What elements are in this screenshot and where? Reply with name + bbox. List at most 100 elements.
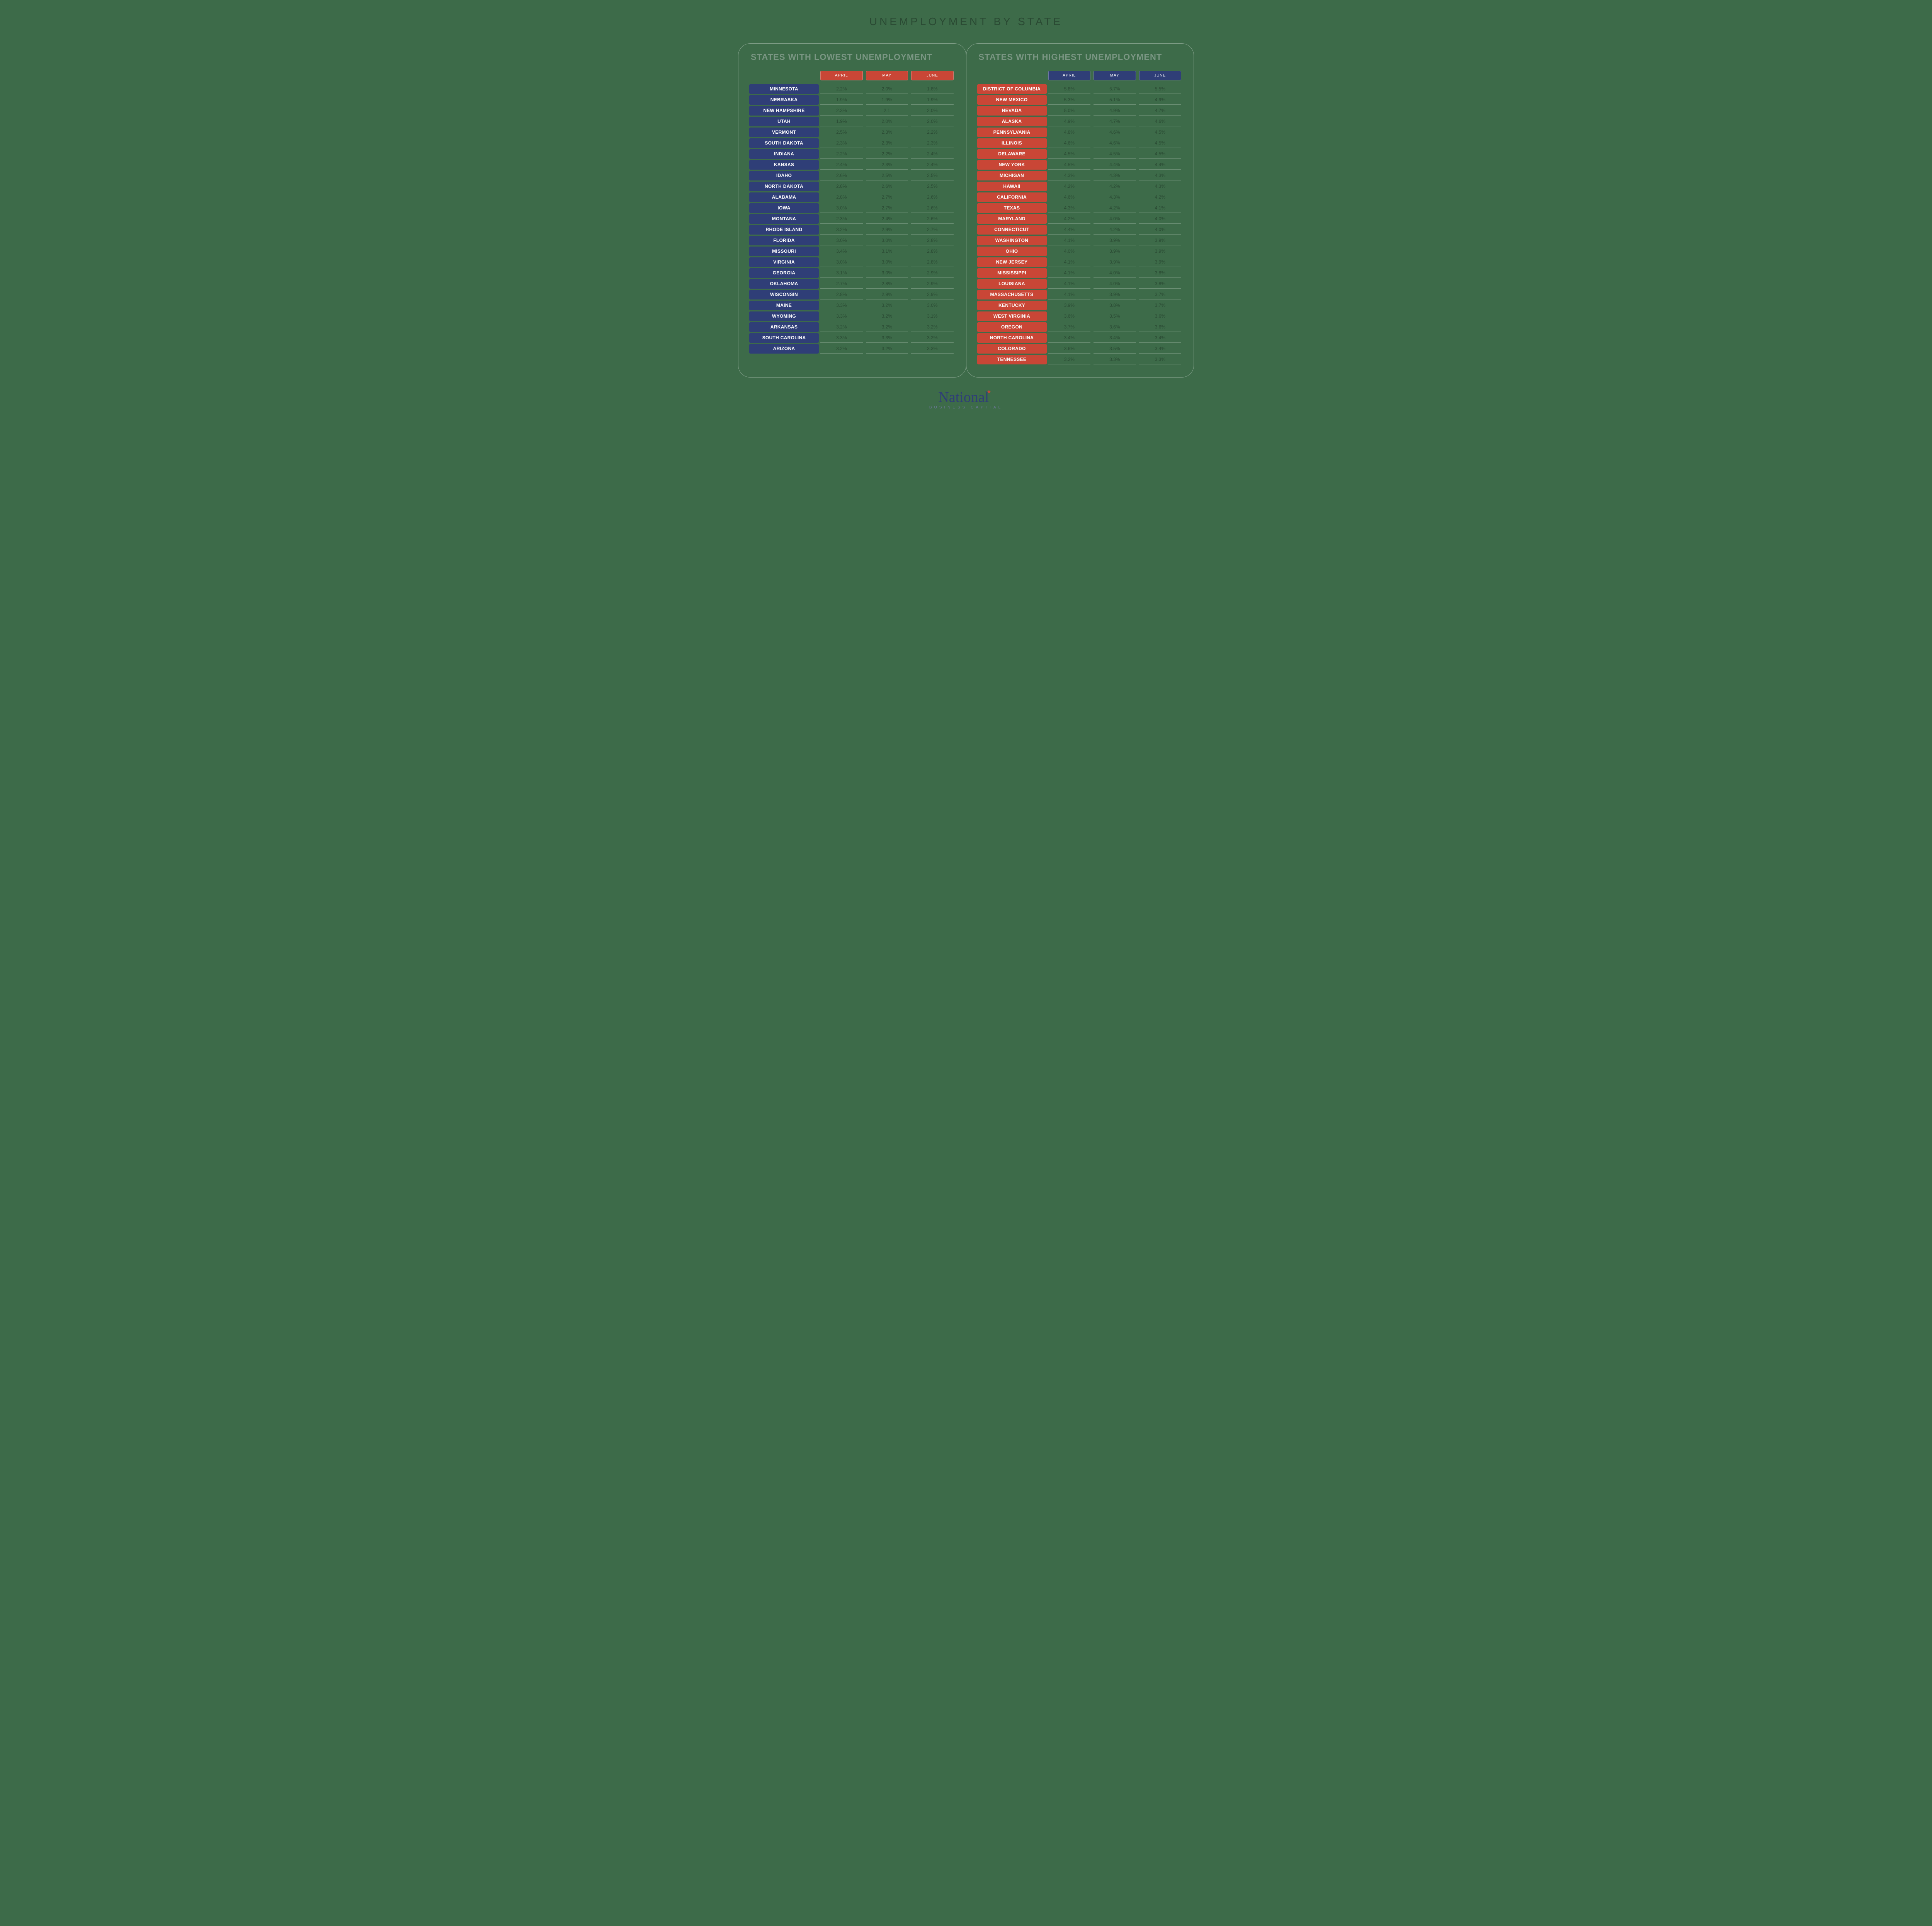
state-cell: COLORADO <box>977 344 1047 354</box>
value-cell: 4.0% <box>1139 214 1182 224</box>
value-cell: 4.6% <box>1048 138 1091 148</box>
value-cell: 5.8% <box>1048 84 1091 94</box>
value-cell: 1.9% <box>820 117 863 126</box>
state-cell: MICHIGAN <box>977 171 1047 180</box>
value-cell: 2.3% <box>820 138 863 148</box>
state-cell: PENNSYLVANIA <box>977 128 1047 137</box>
page-title: UNEMPLOYMENT BY STATE <box>8 15 1924 28</box>
value-cell: 3.2% <box>1048 355 1091 364</box>
value-cell: 4.9% <box>1094 106 1136 116</box>
value-cell: 2.5% <box>911 171 954 180</box>
value-cell: 2.8% <box>820 290 863 299</box>
table-row: ARIZONA3.2%3.2%3.3% <box>749 344 955 354</box>
value-cell: 3.7% <box>1139 290 1182 299</box>
table-row: MICHIGAN4.3%4.3%4.3% <box>977 171 1183 180</box>
value-cell: 2.6% <box>820 171 863 180</box>
table-row: WEST VIRGINIA3.6%3.5%3.6% <box>977 311 1183 321</box>
highest-panel: STATES WITH HIGHEST UNEMPLOYMENT APRIL MA… <box>966 43 1194 378</box>
value-cell: 4.5% <box>1048 160 1091 170</box>
value-cell: 3.2% <box>866 344 908 354</box>
table-row: MAINE3.3%3.2%3.0% <box>749 301 955 310</box>
table-row: VIRGINIA3.0%3.0%2.8% <box>749 257 955 267</box>
table-row: OKLAHOMA2.7%2.8%2.9% <box>749 279 955 289</box>
highest-panel-title: STATES WITH HIGHEST UNEMPLOYMENT <box>977 52 1183 62</box>
value-cell: 4.1% <box>1048 236 1091 245</box>
state-cell: NEVADA <box>977 106 1047 116</box>
value-cell: 4.6% <box>1048 192 1091 202</box>
value-cell: 4.3% <box>1094 192 1136 202</box>
value-cell: 3.2% <box>911 333 954 343</box>
value-cell: 3.6% <box>1048 344 1091 354</box>
value-cell: 2.5% <box>866 171 908 180</box>
value-cell: 3.5% <box>1094 311 1136 321</box>
value-cell: 3.4% <box>1139 333 1182 343</box>
state-cell: KANSAS <box>749 160 819 170</box>
value-cell: 2.8% <box>911 236 954 245</box>
lowest-panel-title: STATES WITH LOWEST UNEMPLOYMENT <box>749 52 955 62</box>
value-cell: 4.3% <box>1139 171 1182 180</box>
table-row: IOWA3.0%2.7%2.6% <box>749 203 955 213</box>
value-cell: 2.9% <box>911 268 954 278</box>
state-cell: VERMONT <box>749 128 819 137</box>
value-cell: 5.5% <box>1139 84 1182 94</box>
value-cell: 3.0% <box>866 236 908 245</box>
value-cell: 2.5% <box>820 128 863 137</box>
value-cell: 2.3% <box>866 160 908 170</box>
value-cell: 3.9% <box>1094 247 1136 256</box>
value-cell: 1.8% <box>911 84 954 94</box>
value-cell: 2.0% <box>866 84 908 94</box>
table-row: VERMONT2.5%2.3%2.2% <box>749 128 955 137</box>
table-row: IDAHO2.6%2.5%2.5% <box>749 171 955 180</box>
state-cell: ILLINOIS <box>977 138 1047 148</box>
value-cell: 2.8% <box>866 279 908 289</box>
panels-container: STATES WITH LOWEST UNEMPLOYMENT APRILMAY… <box>738 43 1194 378</box>
value-cell: 2.5% <box>911 182 954 191</box>
table-row: ALABAMA2.8%2.7%2.6% <box>749 192 955 202</box>
value-cell: 2.3% <box>866 138 908 148</box>
state-cell: OHIO <box>977 247 1047 256</box>
value-cell: 2.9% <box>911 279 954 289</box>
state-cell: HAWAII <box>977 182 1047 191</box>
state-cell: INDIANA <box>749 149 819 159</box>
state-cell: NORTH DAKOTA <box>749 182 819 191</box>
table-row: DELAWARE4.5%4.5%4.5% <box>977 149 1183 159</box>
value-cell: 3.3% <box>820 311 863 321</box>
value-cell: 3.0% <box>820 203 863 213</box>
state-cell: ARKANSAS <box>749 322 819 332</box>
value-cell: 4.2% <box>1094 182 1136 191</box>
month-header: APRIL <box>820 71 863 80</box>
table-row: MONTANA2.3%2.4%2.6% <box>749 214 955 224</box>
spacer <box>977 71 1047 80</box>
table-row: NEBRASKA1.9%1.9%1.9% <box>749 95 955 105</box>
state-cell: RHODE ISLAND <box>749 225 819 235</box>
value-cell: 2.8% <box>820 192 863 202</box>
value-cell: 4.0% <box>1094 279 1136 289</box>
table-row: FLORIDA3.0%3.0%2.8% <box>749 236 955 245</box>
state-cell: WEST VIRGINIA <box>977 311 1047 321</box>
value-cell: 3.9% <box>1094 257 1136 267</box>
value-cell: 3.9% <box>1094 290 1136 299</box>
value-cell: 3.1% <box>911 311 954 321</box>
state-cell: MISSOURI <box>749 247 819 256</box>
value-cell: 2.2% <box>911 128 954 137</box>
state-cell: ALASKA <box>977 117 1047 126</box>
table-row: MISSOURI3.4%3.1%2.8% <box>749 247 955 256</box>
month-header: APRIL <box>1048 71 1091 80</box>
state-cell: LOUISIANA <box>977 279 1047 289</box>
value-cell: 3.2% <box>911 322 954 332</box>
value-cell: 2.0% <box>911 106 954 116</box>
value-cell: 1.9% <box>866 95 908 105</box>
value-cell: 2.7% <box>866 203 908 213</box>
state-cell: MASSACHUSETTS <box>977 290 1047 299</box>
value-cell: 3.9% <box>1139 247 1182 256</box>
value-cell: 2.6% <box>911 192 954 202</box>
value-cell: 4.9% <box>1048 117 1091 126</box>
table-row: GEORGIA3.1%3.0%2.9% <box>749 268 955 278</box>
value-cell: 4.5% <box>1139 138 1182 148</box>
table-row: MARYLAND4.2%4.0%4.0% <box>977 214 1183 224</box>
table-row: OHIO4.0%3.9%3.9% <box>977 247 1183 256</box>
value-cell: 2.3% <box>866 128 908 137</box>
state-cell: DISTRICT OF COLUMBIA <box>977 84 1047 94</box>
table-row: ILLINOIS4.6%4.6%4.5% <box>977 138 1183 148</box>
value-cell: 3.0% <box>820 257 863 267</box>
